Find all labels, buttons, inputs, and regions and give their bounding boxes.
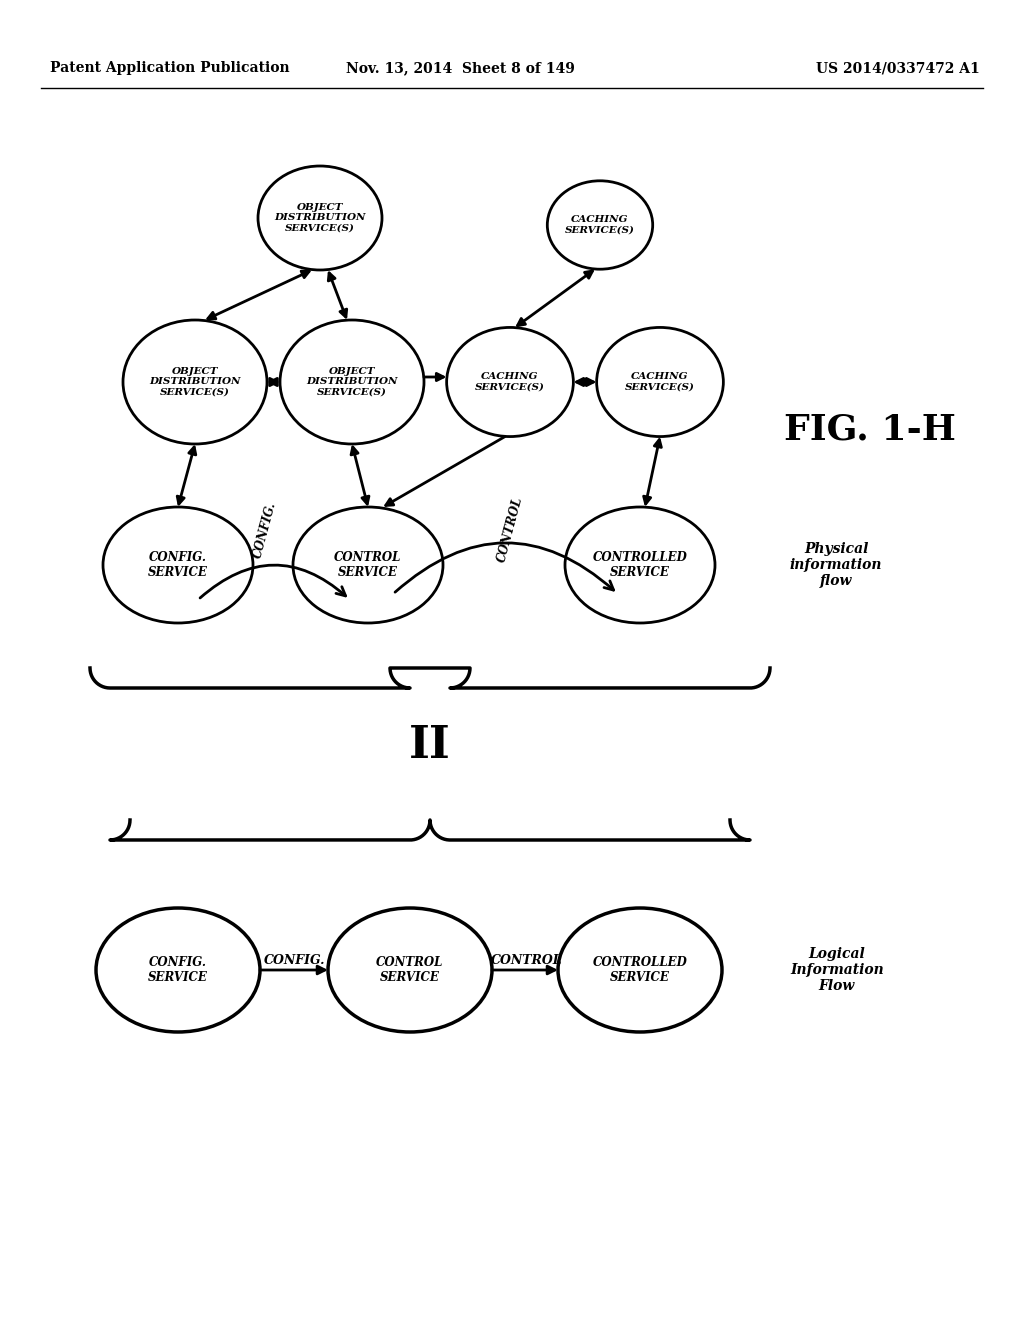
Text: CONTROL
SERVICE: CONTROL SERVICE (334, 550, 401, 579)
Text: FIG. 1-H: FIG. 1-H (784, 413, 956, 447)
Ellipse shape (280, 319, 424, 444)
Ellipse shape (558, 908, 722, 1032)
Text: CONFIG.
SERVICE: CONFIG. SERVICE (148, 550, 208, 579)
Text: CONTROL: CONTROL (492, 953, 563, 966)
Ellipse shape (328, 908, 492, 1032)
Text: CACHING
SERVICE(S): CACHING SERVICE(S) (565, 215, 635, 235)
Text: II: II (410, 723, 451, 767)
Text: CONTROLLED
SERVICE: CONTROLLED SERVICE (593, 956, 687, 983)
Text: CONTROLLED
SERVICE: CONTROLLED SERVICE (593, 550, 687, 579)
Text: CACHING
SERVICE(S): CACHING SERVICE(S) (475, 372, 545, 392)
Ellipse shape (103, 507, 253, 623)
Ellipse shape (565, 507, 715, 623)
Text: Physical
information
flow: Physical information flow (790, 541, 883, 589)
Text: US 2014/0337472 A1: US 2014/0337472 A1 (816, 61, 980, 75)
Text: CACHING
SERVICE(S): CACHING SERVICE(S) (625, 372, 695, 392)
Text: Logical
Information
Flow: Logical Information Flow (790, 946, 884, 993)
Ellipse shape (547, 181, 652, 269)
Text: CONFIG.: CONFIG. (251, 500, 279, 560)
Ellipse shape (123, 319, 267, 444)
Text: Nov. 13, 2014  Sheet 8 of 149: Nov. 13, 2014 Sheet 8 of 149 (345, 61, 574, 75)
Text: CONTROL
SERVICE: CONTROL SERVICE (376, 956, 443, 983)
Ellipse shape (96, 908, 260, 1032)
Text: CONTROL: CONTROL (495, 496, 525, 564)
Ellipse shape (293, 507, 443, 623)
Text: OBJECT
DISTRIBUTION
SERVICE(S): OBJECT DISTRIBUTION SERVICE(S) (150, 367, 241, 397)
Text: Patent Application Publication: Patent Application Publication (50, 61, 290, 75)
Ellipse shape (258, 166, 382, 271)
Text: CONFIG.: CONFIG. (264, 953, 326, 966)
Text: OBJECT
DISTRIBUTION
SERVICE(S): OBJECT DISTRIBUTION SERVICE(S) (274, 203, 366, 232)
Text: CONFIG.
SERVICE: CONFIG. SERVICE (148, 956, 208, 983)
Ellipse shape (597, 327, 723, 437)
Text: OBJECT
DISTRIBUTION
SERVICE(S): OBJECT DISTRIBUTION SERVICE(S) (306, 367, 397, 397)
Ellipse shape (446, 327, 573, 437)
